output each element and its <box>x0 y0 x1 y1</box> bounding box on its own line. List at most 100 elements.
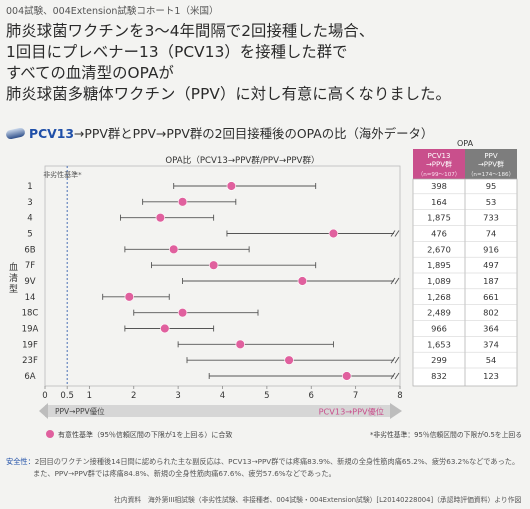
opa-col2-value: 802 <box>483 308 499 318</box>
legend-point-marker <box>46 430 54 438</box>
y-axis-label: 血 <box>9 261 18 273</box>
opa-col2-value: 123 <box>483 371 499 381</box>
opa-col2-value: 187 <box>483 276 499 286</box>
x-tick-label: 5 <box>264 391 269 401</box>
direction-bar <box>45 405 390 417</box>
opa-col2-value: 916 <box>483 244 499 254</box>
ratio-point <box>177 307 188 318</box>
serotype-label: 1 <box>27 182 32 192</box>
ratio-point <box>328 228 339 239</box>
opa-col1-value: 2,670 <box>427 244 451 254</box>
opa-col2-n: （n=174～186） <box>468 171 514 178</box>
headline-line: すべての血清型のOPAが <box>6 64 174 82</box>
opa-col1-header <box>413 149 465 179</box>
subtitle-pcv-label: PCV13 <box>29 126 75 141</box>
serotype-label: 14 <box>25 293 36 303</box>
x-tick-label: 8 <box>397 391 402 401</box>
x-tick-label: 2 <box>131 391 136 401</box>
headline-line: 肺炎球菌多糖体ワクチン（PPV）に対し有意に高くなりました。 <box>6 85 451 103</box>
x-tick-label: 1 <box>87 391 92 401</box>
opa-col2-label: →PPV群 <box>478 160 504 169</box>
y-axis-label: 型 <box>9 284 18 295</box>
direction-left-label: PPV→PPV優位 <box>55 406 105 416</box>
plot-frame <box>44 165 401 387</box>
ratio-point <box>155 212 166 223</box>
opa-col1-value: 2,489 <box>427 308 451 318</box>
direction-arrow-left <box>39 403 48 419</box>
chart-title: OPA比（PCV13→PPV群/PPV→PPV群） <box>165 154 319 166</box>
source-note: 社内資料 海外第III相試験（非劣性試験、非接種者、004試験・004Exten… <box>114 496 522 504</box>
x-tick-label: 4 <box>220 391 225 401</box>
opa-col1-value: 1,875 <box>427 213 451 223</box>
opa-col2-value: 54 <box>486 355 497 365</box>
opa-col1-value: 1,268 <box>427 292 451 302</box>
ci-break-mark <box>394 277 400 285</box>
opa-col1-value: 299 <box>431 355 447 365</box>
x-tick-label: 7 <box>353 391 358 401</box>
serotype-label: 9V <box>24 277 35 287</box>
opa-col2-value: 53 <box>486 197 497 207</box>
ratio-point <box>297 276 308 286</box>
opa-col2-value: 661 <box>483 292 499 302</box>
opa-col1-value: 832 <box>431 371 447 381</box>
opa-col1-value: 1,089 <box>427 276 451 286</box>
opa-col2-value: 95 <box>486 181 497 191</box>
safety-line-1: 2回目のワクチン接種後14日間に認められた主な副反応は、PCV13→PPV群では… <box>34 457 520 466</box>
x-tick-label: 6 <box>309 391 314 401</box>
headline-line: 肺炎球菌ワクチンを3～4年間隔で2回接種した場合、 <box>6 22 375 40</box>
direction-arrow-right <box>390 403 402 419</box>
opa-col1-n: （n=99～107） <box>418 171 461 178</box>
ratio-point <box>124 292 135 302</box>
opa-col2-value: 374 <box>483 339 499 349</box>
serotype-label: 5 <box>27 230 32 240</box>
serotype-label: 7F <box>25 261 35 271</box>
serotype-label: 23F <box>22 356 38 366</box>
opa-col1-label: →PPV群 <box>426 160 452 169</box>
chart-subtitle: PCV13→PPV群とPPV→PPV群の2回目接種後のOPAの比（海外データ） <box>5 124 434 142</box>
opa-col2-label: PPV <box>484 152 497 160</box>
ci-break-mark <box>390 277 396 285</box>
serotype-label: 18C <box>22 309 39 319</box>
ratio-point <box>168 244 179 255</box>
ratio-point <box>160 323 170 334</box>
x-tick-label: 3 <box>175 391 180 401</box>
ratio-point <box>284 355 294 365</box>
safety-note: 安全性：2回目のワクチン接種後14日間に認められた主な副反応は、PCV13→PP… <box>6 456 526 480</box>
opa-col2-value: 74 <box>486 229 497 239</box>
serotype-label: 19F <box>22 340 38 350</box>
headline-line: 1回目にプレベナー13（PCV13）を接種した群で <box>6 43 348 61</box>
direction-right-label: PCV13→PPV優位 <box>319 407 384 417</box>
serotype-label: 6A <box>24 372 35 382</box>
study-name: 004試験、004Extension試験コホート1（米国） <box>6 6 219 17</box>
ratio-point <box>342 371 352 381</box>
subtitle-rest: →PPV群とPPV→PPV群の2回目接種後のOPAの比（海外データ） <box>74 126 434 141</box>
opa-col1-value: 164 <box>431 197 447 207</box>
y-axis-label: 清 <box>9 272 18 284</box>
opa-col1-value: 398 <box>431 181 447 191</box>
opa-table-header: OPA <box>457 139 474 148</box>
serotype-label: 4 <box>27 214 32 224</box>
legend-text: 有意性基準（95％信頼区間の下限が1を上回る）に合致 <box>58 430 232 439</box>
opa-col2-value: 497 <box>483 260 499 270</box>
ratio-point <box>235 339 245 350</box>
ratio-point <box>226 181 237 191</box>
x-tick-label: 0 <box>42 391 47 401</box>
ci-break-mark <box>390 372 396 380</box>
ci-break-mark <box>394 372 400 380</box>
ci-break-mark <box>390 356 396 364</box>
ratio-point <box>208 260 219 270</box>
ratio-point <box>177 197 188 207</box>
serotype-label: 3 <box>27 198 32 208</box>
x-tick-label: 0.5 <box>60 391 74 401</box>
serotype-label: 6B <box>24 245 35 255</box>
ci-break-mark <box>394 356 400 364</box>
safety-line-2: また、PPV→PPV群では疼痛84.8%、新規の全身性筋肉痛67.6%、疲労57… <box>33 469 336 478</box>
serotype-label: 19A <box>22 325 39 335</box>
opa-col1-label: PCV13 <box>428 152 451 160</box>
reference-line-label: 非劣性基準* <box>43 170 82 179</box>
opa-col2-value: 733 <box>483 213 499 223</box>
footnote: *非劣性基準：95％信頼区間の下限が0.5を上回る <box>370 430 522 439</box>
ci-break-mark <box>394 230 400 237</box>
safety-label: 安全性： <box>6 457 35 466</box>
